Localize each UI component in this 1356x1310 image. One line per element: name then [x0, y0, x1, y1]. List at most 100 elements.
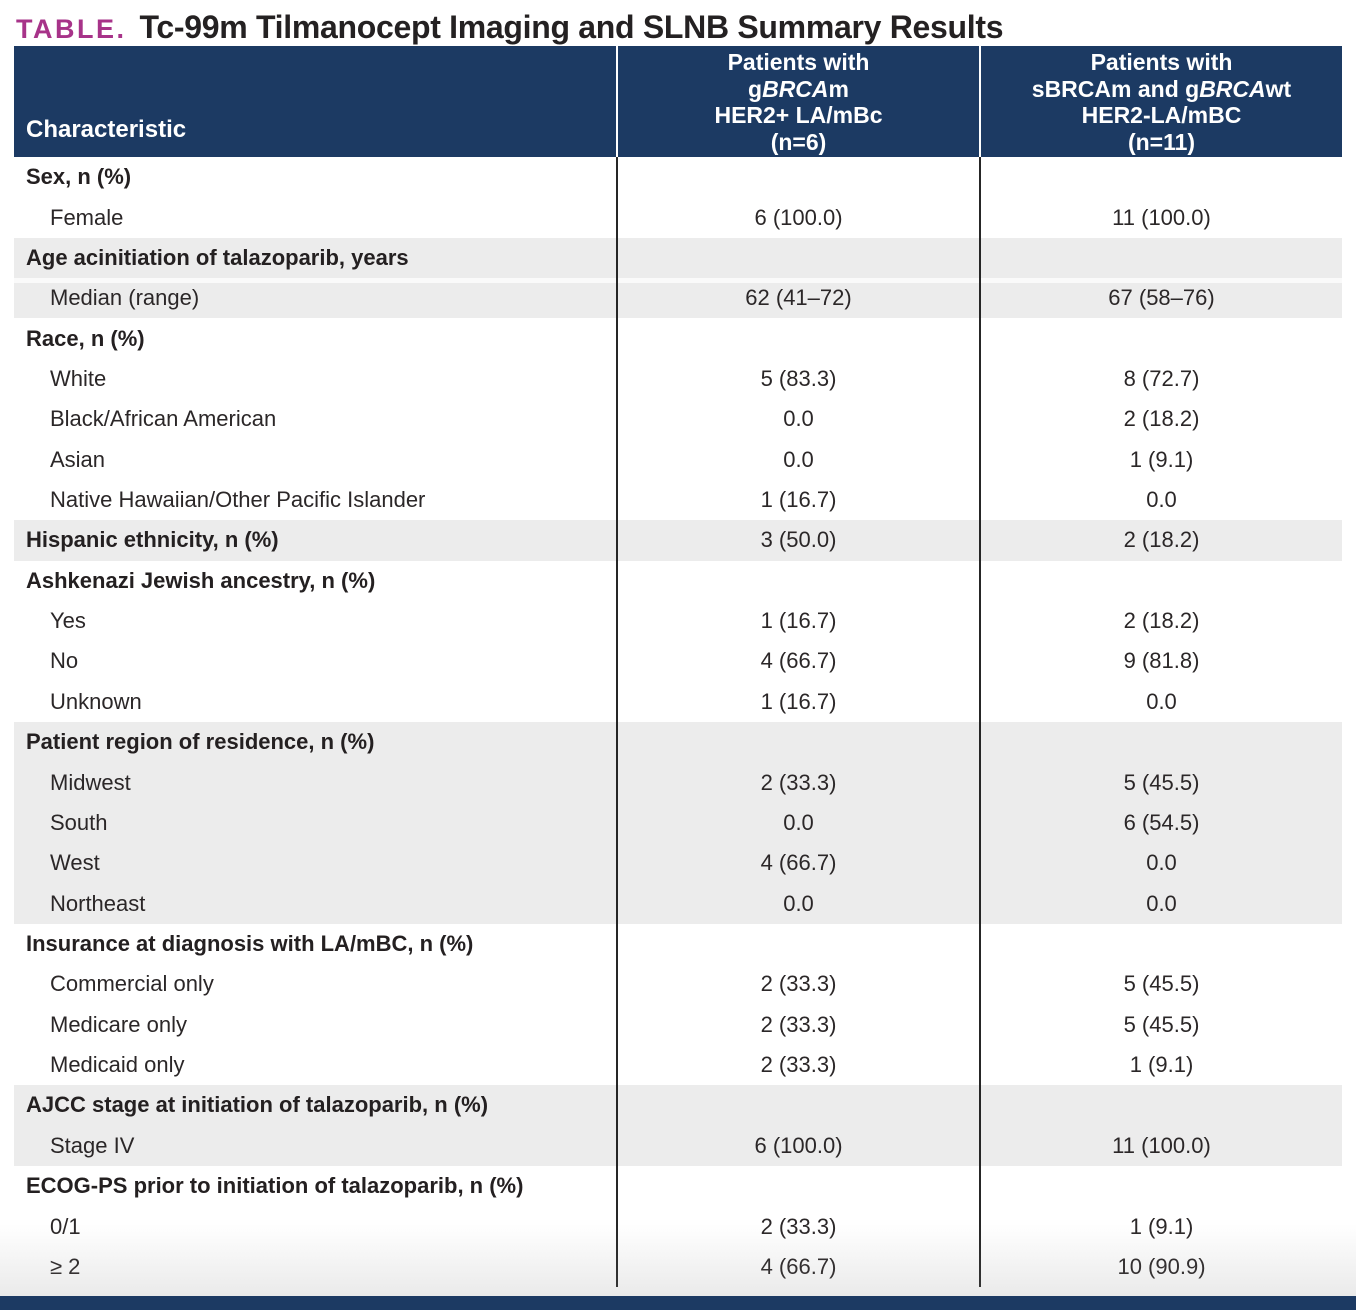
table-row: Ashkenazi Jewish ancestry, n (%): [14, 560, 1342, 601]
value-gbrcam: [616, 318, 980, 359]
table-row: Black/African American 0.0 2 (18.2): [14, 399, 1342, 440]
bottom-rule: [0, 1296, 1356, 1310]
value-gbrcam: [616, 1165, 980, 1207]
row-category-label: Hispanic ethnicity, n (%): [14, 520, 617, 561]
row-sub-label: White: [50, 365, 107, 391]
header-line: (n=11): [1127, 128, 1196, 155]
value-gbrcam: 2 (33.3): [616, 762, 980, 803]
row-sub-label: No: [50, 648, 79, 674]
table-row: Hispanic ethnicity, n (%) 3 (50.0) 2 (18.2…: [14, 520, 1342, 561]
row-sub-label: Female: [50, 204, 124, 230]
row-sub-label: 0/1: [50, 1213, 81, 1239]
value-sbrcam: 11 (100.0): [979, 1125, 1342, 1166]
value-gbrcam: 4 (66.7): [616, 843, 980, 884]
value-sbrcam: [979, 722, 1342, 763]
value-gbrcam: 6 (100.0): [616, 1125, 980, 1166]
row-sub-label: South: [14, 802, 617, 844]
value-sbrcam: 5 (45.5): [979, 762, 1342, 803]
row-sub-label: Yes: [50, 608, 86, 634]
row-category-label: Insurance at diagnosis with LA/mBC, n (%…: [26, 931, 474, 956]
value-gbrcam: [616, 560, 980, 601]
table-row: Commercial only 2 (33.3) 5 (45.5): [14, 964, 1342, 1005]
row-sub-label: Medicaid only: [50, 1052, 185, 1078]
table-row: Race, n (%): [14, 318, 1342, 359]
row-category-label: AJCC stage at initiation of talazoparib,…: [14, 1085, 617, 1126]
value-sbrcam: 11 (100.0): [979, 197, 1342, 238]
row-sub-label: Black/African American: [50, 406, 277, 432]
summary-table: Characteristic Patients with gBRCAm HER2+ …: [14, 46, 1342, 1288]
value-sbrcam: 6 (54.5): [979, 802, 1342, 844]
row-category-label: Patient region of residence, n (%): [14, 722, 617, 763]
table-row: Age acinitiation of talazoparib, years: [14, 237, 1342, 279]
value-gbrcam: 4 (66.7): [616, 1246, 980, 1288]
header-line: (n=6): [770, 128, 827, 155]
value-gbrcam: 2 (33.3): [616, 964, 980, 1005]
value-gbrcam: 2 (33.3): [616, 1206, 980, 1247]
page-title: Tc-99m Tilmanocept Imaging and SLNB Summ…: [139, 9, 1004, 45]
value-sbrcam: 5 (45.5): [979, 1004, 1342, 1045]
value-sbrcam: 67 (58–76): [979, 278, 1342, 319]
header-line: sBRCAm and gBRCAwt: [1031, 75, 1292, 102]
header-line: Patients with: [1090, 49, 1233, 75]
value-sbrcam: 2 (18.2): [979, 600, 1342, 642]
value-gbrcam: 2 (33.3): [616, 1004, 980, 1045]
value-sbrcam: 2 (18.2): [979, 399, 1342, 440]
row-sub-label: Stage IV: [14, 1125, 617, 1166]
table-row: West 4 (66.7) 0.0: [14, 843, 1342, 884]
value-gbrcam: 0.0: [616, 883, 980, 924]
header-col-gbrcam: Patients with gBRCAm HER2+ LA/mBc (n=6): [616, 46, 980, 157]
header-line: Patients with: [727, 49, 870, 75]
value-sbrcam: 9 (81.8): [979, 641, 1342, 682]
row-category-label: Sex, n (%): [26, 164, 132, 190]
table-row: Medicare only 2 (33.3) 5 (45.5): [14, 1004, 1342, 1045]
figure-title: TABLE. Tc-99m Tilmanocept Imaging and SL…: [0, 0, 1356, 46]
value-sbrcam: 0.0: [979, 681, 1342, 723]
value-sbrcam: 1 (9.1): [979, 439, 1342, 480]
row-sub-label: Northeast: [14, 883, 617, 924]
value-gbrcam: 2 (33.3): [616, 1044, 980, 1086]
value-sbrcam: [979, 1085, 1342, 1126]
value-gbrcam: 0.0: [616, 802, 980, 844]
table-row: Insurance at diagnosis with LA/mBC, n (%…: [14, 923, 1342, 965]
row-sub-label: Asian: [50, 446, 106, 472]
row-sub-label: Unknown: [50, 688, 142, 714]
table-row: South 0.0 6 (54.5): [14, 802, 1342, 844]
row-sub-label: Commercial only: [50, 971, 214, 997]
row-category-label: Ashkenazi Jewish ancestry, n (%): [26, 567, 376, 593]
value-gbrcam: [616, 157, 980, 198]
table-label: TABLE.: [16, 14, 127, 44]
value-gbrcam: 4 (66.7): [616, 641, 980, 682]
table-row: ≥ 2 4 (66.7) 10 (90.9): [14, 1246, 1342, 1288]
value-sbrcam: 0.0: [979, 843, 1342, 884]
row-sub-label: Median (range): [14, 278, 617, 319]
value-sbrcam: [979, 1165, 1342, 1207]
row-sub-label: West: [14, 843, 617, 884]
value-sbrcam: 10 (90.9): [979, 1246, 1342, 1288]
value-sbrcam: [979, 318, 1342, 359]
table-row: Yes 1 (16.7) 2 (18.2): [14, 600, 1342, 642]
value-sbrcam: 1 (9.1): [979, 1206, 1342, 1247]
value-gbrcam: [616, 722, 980, 763]
value-gbrcam: [616, 237, 980, 279]
table-row: Median (range) 62 (41–72) 67 (58–76): [14, 278, 1342, 319]
table-row: 0/1 2 (33.3) 1 (9.1): [14, 1206, 1342, 1247]
value-gbrcam: 1 (16.7): [616, 479, 980, 521]
value-sbrcam: [979, 157, 1342, 198]
value-gbrcam: 6 (100.0): [616, 197, 980, 238]
value-sbrcam: 5 (45.5): [979, 964, 1342, 1005]
table-row: Northeast 0.0 0.0: [14, 883, 1342, 924]
value-gbrcam: 3 (50.0): [616, 520, 980, 561]
table-row: Female 6 (100.0) 11 (100.0): [14, 197, 1342, 238]
value-sbrcam: [979, 560, 1342, 601]
value-sbrcam: 1 (9.1): [979, 1044, 1342, 1086]
value-sbrcam: 0.0: [979, 479, 1342, 521]
value-gbrcam: 0.0: [616, 439, 980, 480]
value-sbrcam: [979, 237, 1342, 279]
row-sub-label: Medicare only: [50, 1011, 187, 1037]
table-row: Midwest 2 (33.3) 5 (45.5): [14, 762, 1342, 803]
table-row: Stage IV 6 (100.0) 11 (100.0): [14, 1125, 1342, 1166]
row-sub-label: ≥ 2: [50, 1253, 81, 1279]
value-gbrcam: 1 (16.7): [616, 681, 980, 723]
value-sbrcam: 8 (72.7): [979, 358, 1342, 400]
